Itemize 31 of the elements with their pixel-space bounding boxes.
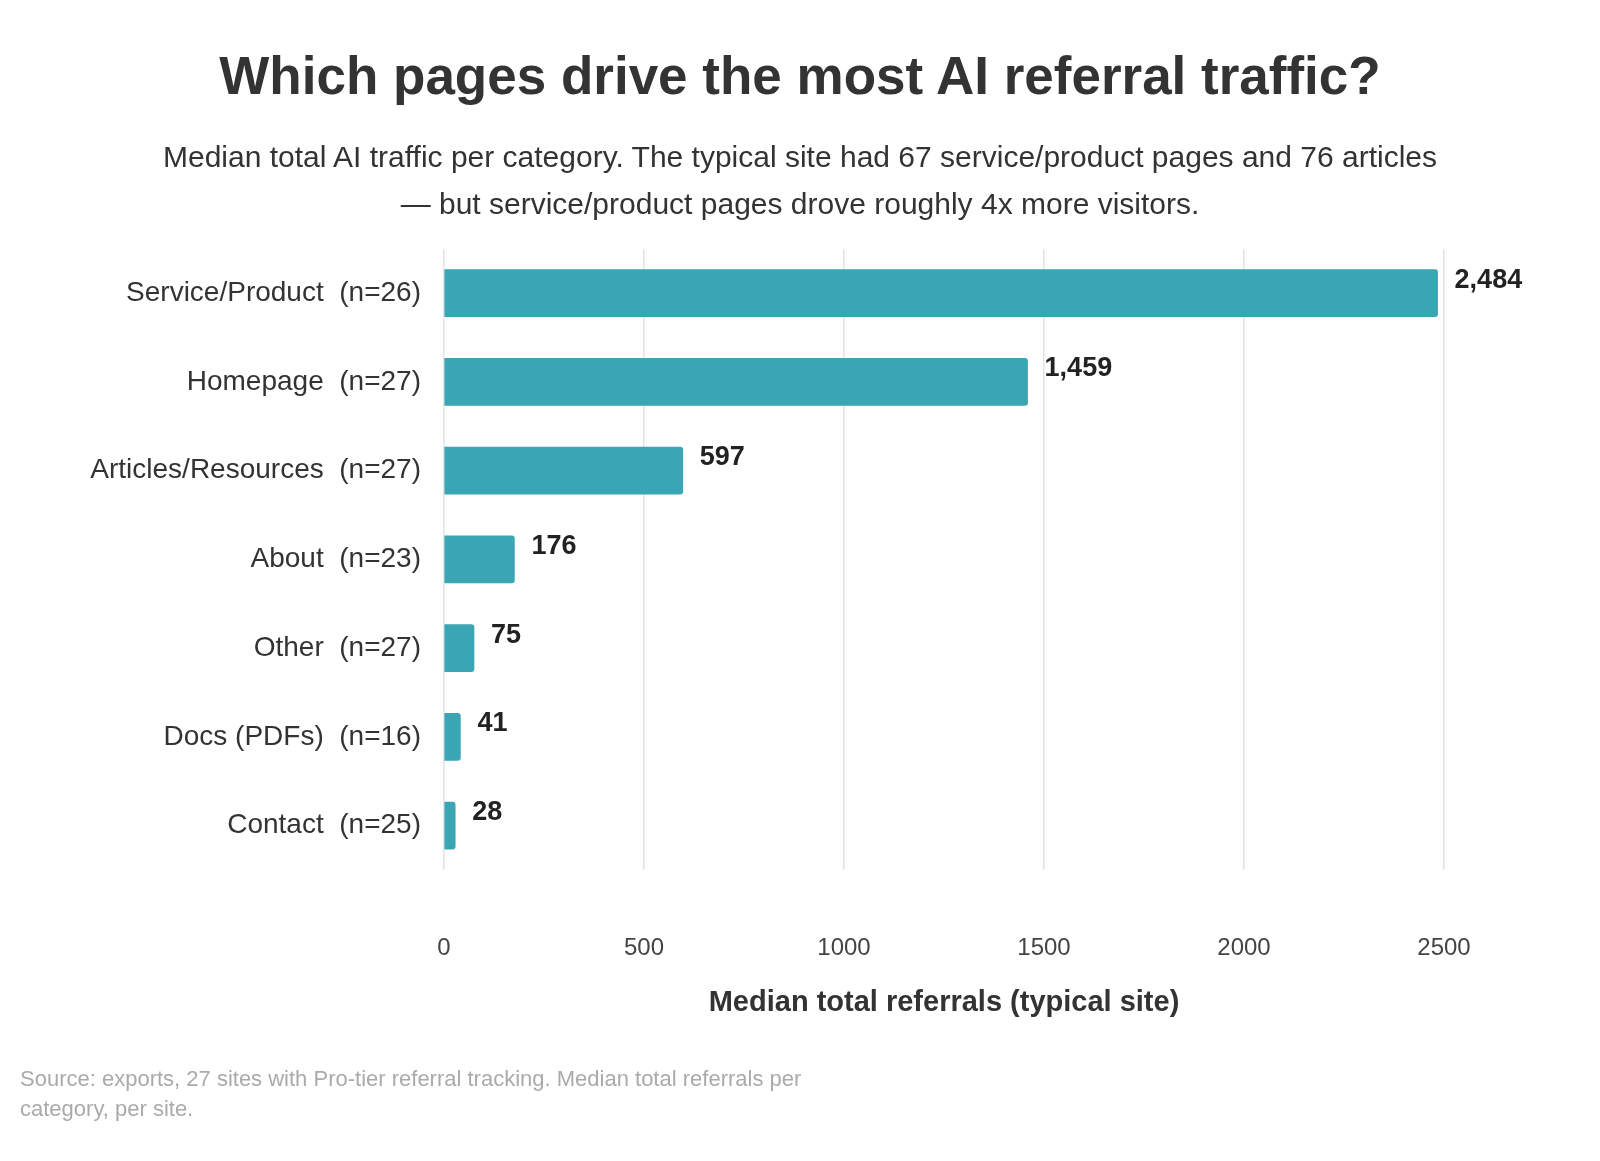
bar <box>444 801 456 850</box>
chart-title: Which pages drive the most AI referral traffic? <box>218 45 1382 107</box>
data-label: 28 <box>472 796 503 827</box>
bar <box>444 269 1438 317</box>
bar <box>444 358 1028 406</box>
data-label: 1,459 <box>1044 352 1113 383</box>
y-tick-label: Homepage (n=27) <box>186 364 421 396</box>
x-tick-label: 0 <box>437 933 451 961</box>
y-tick-label: Service/Product (n=26) <box>126 275 421 307</box>
y-tick-label: Docs (PDFs) (n=16) <box>163 719 421 751</box>
bar <box>444 624 475 672</box>
x-tick-label: 1500 <box>1017 933 1071 961</box>
x-tick-label: 500 <box>623 933 665 961</box>
x-tick-label: 2500 <box>1417 933 1471 961</box>
data-label: 41 <box>477 707 508 738</box>
bar <box>444 535 515 584</box>
source-note: Source: exports, 27 sites with Pro-tier referral tracking. Median total referrals per category, per site. <box>20 1065 803 1123</box>
bar <box>444 713 461 761</box>
x-axis-title: Median total referrals (typical site) <box>708 984 1180 1017</box>
chart-subtitle: Median total AI traffic per category. The typical site had 67 service/product pages and 76 articles — but service/product pages drove roughly 4x more visitors. <box>161 139 1439 222</box>
data-label: 2,484 <box>1454 263 1523 294</box>
y-tick-label: Articles/Resources (n=27) <box>90 453 421 485</box>
data-label: 597 <box>699 441 745 472</box>
x-tick-label: 2000 <box>1217 933 1271 961</box>
y-tick-label: Other (n=27) <box>253 630 421 662</box>
data-label: 75 <box>491 618 522 649</box>
y-tick-label: About (n=23) <box>250 542 421 574</box>
bar <box>444 446 684 495</box>
data-label: 176 <box>531 529 577 560</box>
x-tick-label: 1000 <box>817 933 871 961</box>
y-tick-label: Contact (n=25) <box>227 808 421 840</box>
